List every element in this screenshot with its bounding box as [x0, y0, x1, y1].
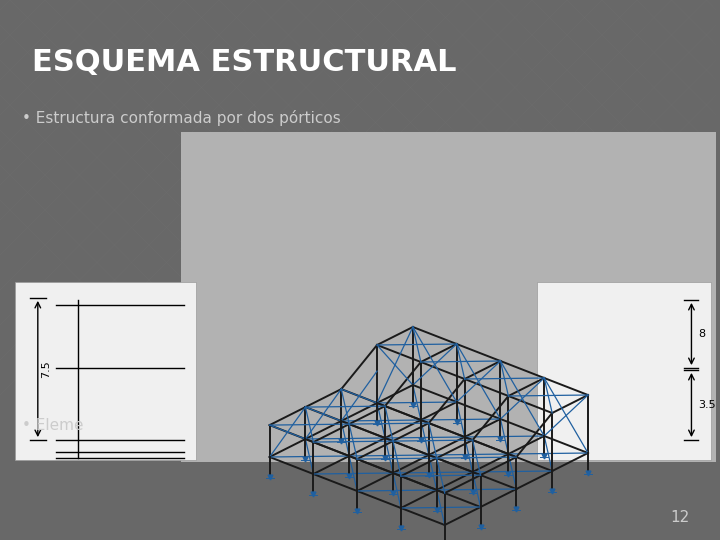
- Text: ESQUEMA ESTRUCTURAL: ESQUEMA ESTRUCTURAL: [32, 48, 456, 77]
- Text: • Eleme: • Eleme: [22, 418, 84, 433]
- Text: 8: 8: [698, 329, 706, 339]
- Text: 12: 12: [670, 510, 690, 525]
- Bar: [181, 132, 720, 462]
- Bar: [537, 282, 711, 460]
- Text: 7.5: 7.5: [41, 360, 51, 378]
- Bar: [15, 282, 196, 460]
- Text: • Estructura conformada por dos pórticos: • Estructura conformada por dos pórticos: [22, 110, 341, 126]
- Text: 3.5: 3.5: [698, 400, 716, 410]
